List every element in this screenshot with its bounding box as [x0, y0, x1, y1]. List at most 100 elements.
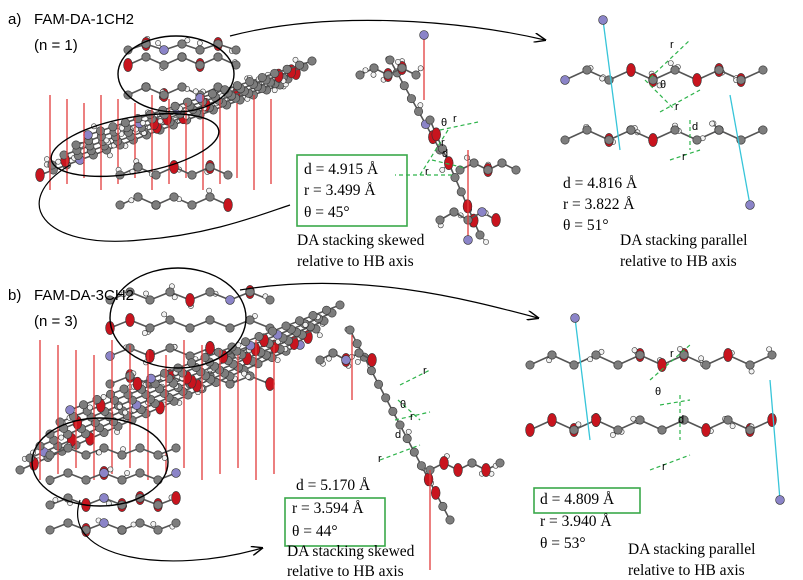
atom [636, 416, 644, 424]
atom [232, 46, 240, 54]
figure: a) FAM-DA-1CH2 (n = 1) d = 4.915 Å r = 3… [0, 0, 803, 580]
atom [470, 159, 478, 167]
hydrogen-bond [603, 20, 620, 150]
atom [424, 473, 433, 486]
atom [171, 102, 179, 110]
atom [322, 306, 330, 314]
atom [371, 72, 376, 77]
atom [146, 349, 155, 362]
atom [44, 157, 49, 162]
atom [206, 341, 215, 354]
atom [439, 502, 447, 510]
atom [116, 201, 124, 209]
atom [196, 61, 204, 69]
caption: DA stacking parallel [628, 541, 755, 558]
atom [193, 89, 198, 94]
atom [246, 316, 254, 324]
atom [614, 426, 622, 434]
atom [106, 390, 114, 398]
atom [309, 311, 317, 319]
atom [224, 198, 233, 211]
annotation: d [692, 121, 698, 133]
panel-label: a) [8, 11, 21, 28]
atom [407, 94, 415, 102]
atom [154, 451, 162, 459]
atom [118, 476, 126, 484]
atom [412, 71, 420, 79]
atom [702, 423, 711, 436]
atom [16, 466, 24, 474]
caption: relative to HB axis [628, 562, 745, 579]
atom [440, 167, 445, 172]
atom [346, 326, 354, 334]
atom [730, 424, 735, 429]
atom [759, 66, 767, 74]
atom [197, 40, 202, 45]
atom [109, 123, 117, 131]
atom [268, 327, 276, 335]
atom [746, 426, 754, 434]
atom [117, 404, 122, 409]
atom [414, 107, 422, 115]
atom [226, 324, 234, 332]
atom [46, 501, 54, 509]
atom [526, 361, 534, 369]
atom [134, 163, 142, 171]
atom [724, 416, 732, 424]
atom [178, 40, 186, 48]
atom [450, 208, 458, 216]
atom [403, 434, 411, 442]
atom [108, 467, 113, 472]
atom [124, 470, 129, 475]
compound-name: FAM-DA-3CH2 [34, 287, 134, 304]
atom [258, 73, 266, 81]
atom [548, 351, 556, 359]
arrow [39, 165, 290, 241]
annotation: r [662, 461, 666, 473]
hydrogen-bond [770, 380, 780, 500]
atom [170, 193, 178, 201]
atom [160, 61, 168, 69]
measurement: θ = 51° [563, 217, 609, 234]
annotation: r [453, 113, 457, 125]
atom [737, 76, 745, 84]
atom [295, 61, 303, 69]
annotation: r [378, 453, 382, 465]
arrow [78, 500, 262, 561]
annotation: θ [400, 399, 406, 411]
atom [272, 88, 277, 93]
atom [242, 371, 247, 376]
measurement: θ = 45° [304, 204, 350, 221]
annotation: d [678, 414, 684, 426]
atom [162, 312, 167, 317]
atom [162, 455, 167, 460]
atom [166, 316, 174, 324]
atom [367, 367, 375, 375]
atom [172, 469, 181, 478]
atom [724, 348, 733, 361]
atom [746, 201, 755, 210]
atom [208, 90, 216, 98]
atom [768, 351, 776, 359]
measurement: d = 4.816 Å [563, 175, 638, 192]
atom [133, 377, 142, 390]
atom [451, 173, 459, 181]
atom [64, 469, 72, 477]
annotation: r [670, 39, 674, 51]
atom [303, 322, 308, 327]
atom [363, 68, 368, 73]
atom [100, 444, 108, 452]
atom [336, 301, 344, 309]
atom [389, 407, 397, 415]
atom [206, 288, 214, 296]
atom [36, 168, 45, 181]
atom [583, 66, 591, 74]
atom [87, 405, 92, 410]
atom [154, 501, 162, 509]
annotation: r [682, 151, 686, 163]
atom [166, 288, 174, 296]
annotation: d [395, 429, 401, 441]
atom [152, 201, 160, 209]
atom [136, 519, 144, 527]
atom [142, 330, 147, 335]
